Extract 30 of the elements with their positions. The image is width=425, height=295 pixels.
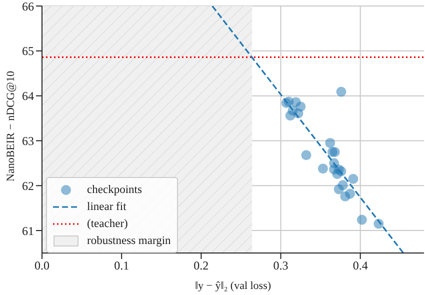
x-tick-label: 0.3 <box>273 258 288 273</box>
y-axis-title: NanoBEIR − nDCG@10 <box>4 70 17 182</box>
point <box>318 164 328 174</box>
band-label: robustness margin <box>87 234 171 246</box>
y-tick-label: 65 <box>22 44 34 58</box>
legend-label: (teacher) <box>87 218 128 230</box>
x-tick-label: 0.2 <box>194 258 209 273</box>
x-tick-label: 0.4 <box>352 258 368 273</box>
point <box>348 174 358 184</box>
point <box>374 218 384 229</box>
y-tick-label: 64 <box>22 89 34 104</box>
x-axis-title: ‖y − ŷ‖₂ (val loss) <box>194 280 272 292</box>
point <box>356 214 367 225</box>
point <box>285 110 296 121</box>
y-tick-label: 63 <box>22 134 34 148</box>
point <box>336 166 346 176</box>
x-tick-label: 0.0 <box>34 258 50 273</box>
point <box>340 191 350 202</box>
point <box>325 138 336 148</box>
x-tick-label: 0.1 <box>114 258 130 273</box>
point <box>330 146 340 157</box>
legend-label: linear fit <box>87 200 126 212</box>
point <box>293 108 304 118</box>
y-tick-label: 62 <box>22 178 34 193</box>
point <box>334 184 344 194</box>
point <box>336 86 346 97</box>
y-tick-label: 61 <box>22 224 34 238</box>
point <box>301 150 312 160</box>
legend-label: checkpoints <box>87 184 142 196</box>
y-tick-label: 66 <box>22 0 34 14</box>
